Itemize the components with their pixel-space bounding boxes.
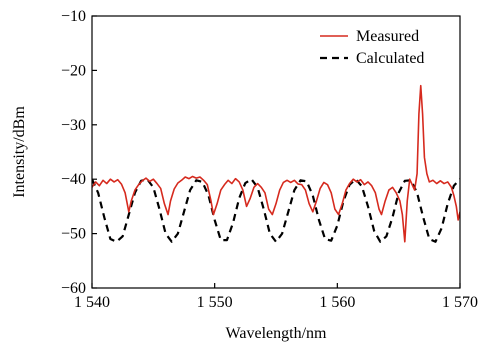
series-line-calculated — [92, 178, 460, 243]
plot-frame — [91, 15, 461, 289]
legend-label-calculated: Calculated — [356, 50, 424, 67]
x-axis-label: Wavelength/nm — [226, 325, 327, 342]
y-tick-label: −10 — [61, 8, 86, 25]
y-tick-label: −30 — [61, 117, 86, 134]
series-line-measured — [92, 84, 460, 243]
x-tick-label: 1 540 — [74, 294, 110, 311]
legend: Measured Calculated — [320, 28, 424, 67]
legend-label-measured: Measured — [356, 28, 419, 45]
y-tick-label: −20 — [61, 62, 86, 79]
x-tick-label: 1 550 — [197, 294, 233, 311]
y-tick-label: −50 — [61, 226, 86, 243]
y-tick-label: −40 — [61, 171, 86, 188]
y-axis-label: Intensity/dBm — [11, 106, 28, 198]
x-tick-label: 1 570 — [442, 294, 478, 311]
x-tick-label: 1 560 — [319, 294, 355, 311]
y-tick-label: −60 — [61, 280, 86, 297]
